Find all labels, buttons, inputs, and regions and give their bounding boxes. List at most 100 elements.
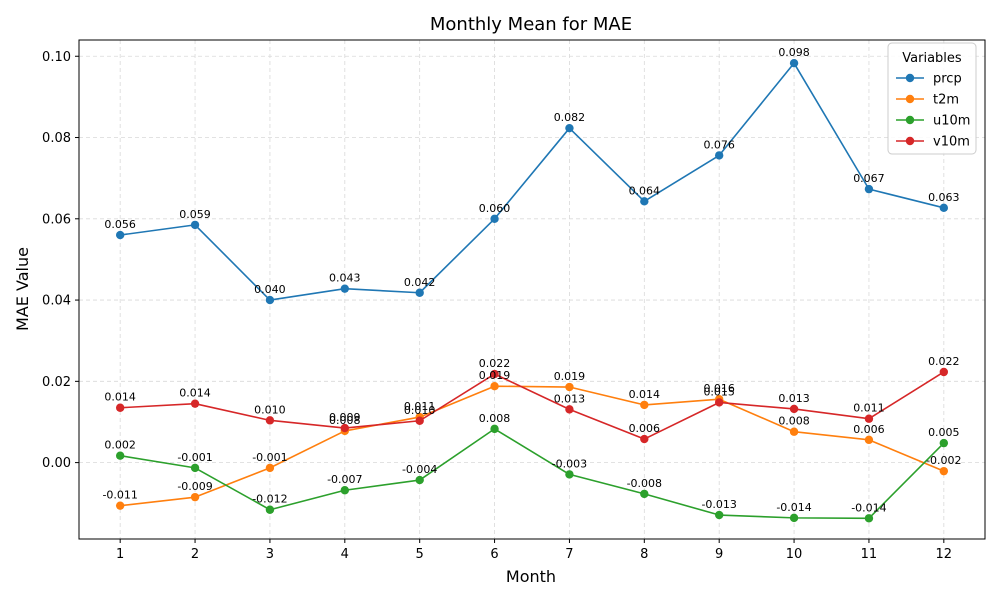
x-tick-label: 9 (715, 547, 723, 562)
grid (79, 40, 985, 539)
data-label-prcp: 0.043 (329, 272, 361, 285)
data-label-v10m: 0.013 (778, 392, 810, 405)
data-label-v10m: 0.006 (629, 422, 661, 435)
data-label-prcp: 0.098 (778, 46, 810, 59)
y-tick-label: 0.00 (42, 456, 71, 471)
data-label-v10m: 0.022 (479, 357, 511, 370)
data-label-t2m: 0.008 (778, 415, 810, 428)
series-line-prcp (120, 62, 945, 301)
data-point-v10m (939, 367, 949, 377)
data-point-prcp (415, 288, 424, 297)
legend-item-prcp: prcp (896, 72, 962, 87)
data-point-u10m (640, 489, 649, 499)
legend-title: Variables (902, 51, 962, 66)
data-point-prcp (490, 214, 499, 223)
series-line-u10m (120, 428, 945, 520)
data-point-u10m (789, 513, 799, 523)
data-point-u10m (864, 514, 874, 523)
series-layer (115, 58, 949, 523)
data-label-v10m: 0.011 (853, 402, 885, 415)
data-point-u10m (265, 505, 275, 514)
data-point-prcp (640, 197, 649, 206)
legend-item-u10m: u10m (896, 114, 970, 129)
data-label-prcp: 0.042 (404, 276, 436, 289)
data-point-u10m (340, 486, 350, 495)
data-point-t2m (939, 466, 949, 476)
data-point-v10m (640, 434, 649, 444)
legend-items: prcp t2m u10m v10m (896, 72, 970, 150)
y-tick-label: 0.06 (42, 212, 71, 227)
data-point-v10m (115, 403, 125, 412)
series-line-v10m (120, 371, 945, 440)
data-point-u10m (415, 475, 424, 485)
data-label-u10m: -0.004 (402, 463, 437, 476)
data-point-v10m (789, 404, 799, 414)
data-point-u10m (490, 424, 499, 434)
data-label-t2m: 0.011 (404, 400, 436, 413)
series-u10m (115, 424, 949, 523)
legend-item-t2m: t2m (896, 93, 959, 108)
legend-label-prcp: prcp (933, 72, 962, 87)
data-point-u10m (565, 470, 574, 479)
data-point-v10m (190, 399, 200, 408)
legend-item-v10m: v10m (896, 135, 970, 150)
data-labels: 0.056 0.059 0.040 0.043 0.042 0.060 0.082 0.064… (102, 46, 961, 514)
series-prcp (115, 58, 949, 305)
data-point-t2m (265, 463, 275, 473)
x-tick-label: 11 (861, 547, 878, 562)
data-point-v10m (265, 416, 275, 425)
data-label-u10m: -0.012 (252, 493, 287, 506)
x-tick-label: 12 (936, 547, 953, 562)
x-tick-label: 2 (191, 547, 199, 562)
data-label-prcp: 0.076 (703, 138, 735, 151)
x-tick-label: 7 (565, 547, 573, 562)
data-point-prcp (190, 220, 200, 230)
data-point-u10m (939, 438, 949, 448)
x-axis-label: Month (506, 567, 556, 586)
data-label-t2m: 0.016 (703, 382, 735, 395)
data-point-v10m (714, 398, 724, 407)
legend-marker-v10m (905, 136, 915, 146)
data-point-prcp (939, 203, 949, 213)
data-label-prcp: 0.056 (104, 218, 136, 231)
data-label-t2m: 0.006 (853, 423, 885, 436)
data-point-t2m (490, 382, 499, 391)
series-line-t2m (120, 385, 945, 507)
data-label-t2m: 0.019 (554, 370, 586, 383)
y-axis-label: MAE Value (13, 247, 32, 331)
data-label-u10m: 0.002 (104, 439, 136, 452)
data-point-v10m (340, 423, 350, 433)
chart-title: Monthly Mean for MAE (430, 14, 632, 35)
data-label-t2m: -0.001 (252, 451, 287, 464)
y-tick-label: 0.10 (42, 50, 71, 65)
data-label-prcp: 0.060 (479, 202, 511, 215)
legend-box (887, 42, 977, 155)
data-label-v10m: 0.014 (104, 391, 136, 404)
data-label-v10m: 0.015 (703, 385, 735, 398)
data-point-t2m (190, 492, 200, 502)
data-point-prcp (115, 230, 125, 240)
x-tick-label: 10 (786, 547, 803, 562)
data-label-u10m: -0.008 (627, 477, 662, 490)
data-label-t2m: -0.009 (177, 480, 212, 493)
data-label-v10m: 0.022 (928, 355, 960, 368)
data-label-u10m: -0.003 (552, 457, 587, 470)
series-t2m (115, 382, 949, 510)
data-label-u10m: -0.014 (851, 501, 886, 514)
data-point-prcp (565, 123, 574, 133)
data-label-prcp: 0.040 (254, 283, 286, 296)
legend-marker-t2m (905, 94, 915, 104)
axis-ticks: 1 2 3 4 5 6 7 8 9 10 11 120.000.020.040.060.080.10 (42, 50, 952, 562)
data-label-t2m: -0.011 (102, 489, 137, 502)
data-point-v10m (490, 369, 499, 379)
data-label-t2m: 0.008 (329, 414, 361, 427)
data-point-prcp (265, 295, 275, 305)
data-point-t2m (864, 435, 874, 445)
data-label-u10m: 0.005 (928, 426, 960, 439)
x-tick-label: 3 (266, 547, 274, 562)
y-tick-label: 0.08 (42, 131, 71, 146)
data-point-prcp (864, 184, 874, 194)
plot-frame (78, 39, 986, 540)
data-point-t2m (565, 382, 574, 392)
